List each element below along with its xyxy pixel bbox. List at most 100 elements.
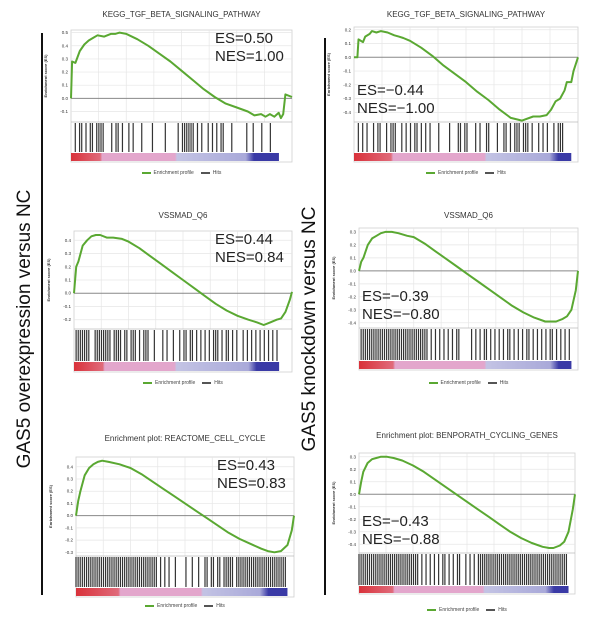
y-tick-label: 0.3 [350,454,357,459]
y-tick-label: -0.3 [348,307,356,312]
y-tick-label: 0.2 [62,70,69,75]
plot-legend: Enrichment profile Hits [426,170,506,176]
legend-swatch-profile [427,609,436,611]
y-axis-label: Enrichment score (ES) [331,256,336,300]
y-axis-label: Enrichment score (ES) [43,54,48,98]
y-tick-label: -0.2 [348,517,356,522]
legend-label-hits: Hits [498,607,507,613]
rank-metric-bar [359,361,572,369]
es-annotation: ES=0.50 NES=1.00 [215,30,284,66]
y-tick-label: 0.2 [350,467,357,472]
y-axis-label: Enrichment score (ES) [48,484,53,528]
y-tick-label: -0.4 [348,542,356,547]
left-group-bracket [41,33,43,595]
legend-swatch-hits [487,382,497,384]
plot-legend: Enrichment profile Hits [143,380,223,386]
y-tick-label: -0.2 [65,538,73,543]
y-tick-label: 0.3 [350,229,357,234]
enrichment-curve [354,30,579,122]
nes-value: NES=−0.80 [362,306,440,323]
y-tick-label: 0.0 [65,291,72,296]
es-value: ES=0.43 [217,457,275,474]
es-value: ES=−0.44 [357,82,424,99]
legend-label-profile: Enrichment profile [439,607,480,613]
enrichment-curve [75,459,295,554]
legend-swatch-profile [428,382,438,384]
enrichment-plot: 0.2 0.1 0.0 -0.1 -0.2 -0.3 -0.4 Enrichment scor… [326,26,579,163]
legend-label-hits: Hits [212,170,222,176]
enrichment-curve [73,234,293,326]
rank-metric-bar [76,588,288,596]
enrichment-curve [358,455,576,549]
y-tick-label: -0.1 [65,525,73,530]
enrichment-plot: 0.4 0.3 0.2 0.1 0.0 -0.1 -0.2 Enrichment score … [46,230,293,373]
legend-swatch-hits [200,172,210,174]
legend-label-profile: Enrichment profile [157,603,198,609]
legend-swatch-hits [486,609,496,611]
y-tick-label: 0.1 [350,479,357,484]
y-tick-label: -0.3 [348,529,356,534]
y-tick-label: 0.5 [62,30,69,35]
legend-label-profile: Enrichment profile [440,380,481,386]
legend-label-hits: Hits [499,380,509,386]
nes-value: NES=0.84 [215,249,284,266]
es-annotation: ES=0.44 NES=0.84 [215,231,284,267]
es-value: ES=−0.39 [362,288,429,305]
legend-swatch-hits [485,172,495,174]
legend-label-profile: Enrichment profile [153,170,194,176]
enrichment-plot: 0.5 0.4 0.3 0.2 0.1 0.0 -0.1 Enrichment score (… [43,29,293,163]
y-tick-label: -0.2 [343,82,351,87]
panel-title: VSSMAD_Q6 [158,211,208,220]
nes-value: NES=1.00 [215,48,284,65]
panel-title: KEGG_TGF_BETA_SIGNALING_PATHWAY [386,10,546,19]
es-annotation: ES=−0.44 NES=−1.00 [357,82,435,118]
enrichment-curve [70,31,293,120]
nes-value: NES=0.83 [217,475,286,492]
legend-label-hits: Hits [214,380,223,386]
rank-metric-bar [74,362,280,371]
legend-swatch-hits [202,382,212,384]
y-tick-label: -0.2 [63,317,71,322]
y-tick-label: 0.4 [67,464,74,469]
y-axis-label: Enrichment score (ES) [46,258,51,302]
legend-label-hits: Hits [216,603,225,609]
nes-value: NES=−0.88 [362,531,440,548]
legend-swatch-hits [204,605,214,607]
y-axis-label: Enrichment score (ES) [331,481,336,525]
rank-metric-bar [359,586,569,593]
y-tick-label: 0.3 [67,477,74,482]
y-tick-label: 0.3 [65,251,72,256]
legend-label-hits: Hits [497,170,506,176]
es-annotation: ES=−0.43 NES=−0.88 [362,513,440,549]
es-annotation: ES=0.43 NES=0.83 [217,457,286,493]
y-tick-label: 0.0 [62,96,69,101]
enrichment-plot: 0.3 0.2 0.1 0.0 -0.1 -0.2 -0.3 -0.4 Enrichment s… [331,452,576,595]
legend-label-profile: Enrichment profile [155,380,196,386]
plot-legend: Enrichment profile Hits [428,380,509,386]
plot-legend: Enrichment profile Hits [427,607,507,613]
y-tick-label: 0.2 [345,27,352,32]
left-group-label: GAS5 overexpression versus NC [14,189,35,469]
y-tick-label: 0.1 [345,41,352,46]
right-group-bracket [324,38,326,595]
es-value: ES=0.44 [215,231,273,248]
legend-label-profile: Enrichment profile [438,170,479,176]
y-tick-label: -0.1 [348,281,356,286]
legend-swatch-profile [145,605,154,607]
y-tick-label: 0.1 [62,83,69,88]
y-tick-label: -0.1 [60,109,68,114]
es-annotation: ES=−0.39 NES=−0.80 [362,288,440,324]
y-tick-label: -0.3 [343,96,351,101]
es-value: ES=0.50 [215,30,273,47]
plot-legend: Enrichment profile Hits [145,603,225,609]
enrichment-plot: 0.3 0.2 0.1 0.0 -0.1 -0.2 -0.3 -0.4 Enrichment s… [331,227,579,371]
plot-legend: Enrichment profile Hits [141,170,222,176]
rank-metric-bar [71,153,279,161]
y-tick-label: 0.4 [65,238,72,243]
legend-swatch-profile [426,172,435,174]
legend-swatch-profile [143,382,152,384]
panel-title: Enrichment plot: REACTOME_CELL_CYCLE [104,434,266,443]
y-tick-label: 0.4 [62,43,69,48]
y-axis-label: Enrichment score (ES) [326,52,331,96]
y-tick-label: -0.2 [348,294,356,299]
